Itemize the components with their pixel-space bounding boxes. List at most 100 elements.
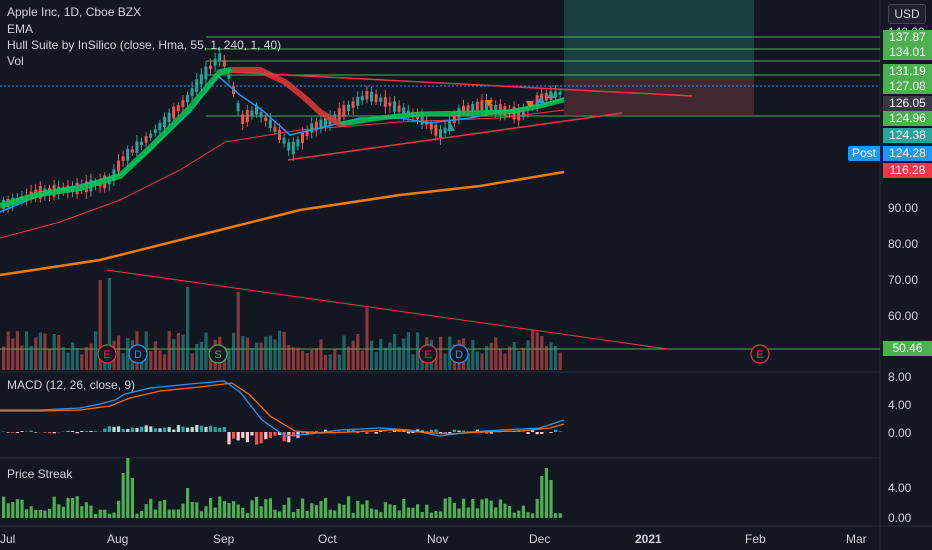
volume-bar [480,353,484,370]
price-streak-bar [149,498,153,518]
price-badge: 124.28 [883,146,932,161]
macd-histogram-bar [425,431,429,432]
price-streak-bar [20,499,24,518]
volume-bar [282,331,286,370]
macd-histogram-bar [153,428,157,432]
macd-histogram-bar [66,431,70,432]
volume-bar [195,344,199,370]
volume-bar [186,287,190,370]
macd-histogram-bar [397,430,401,432]
macd-histogram-bar [135,427,139,432]
price-streak-bar [250,500,254,518]
event-marker-label: D [455,349,463,361]
price-streak-bar [512,512,516,518]
price-streak-bar [15,499,19,518]
indicator-ema[interactable]: EMA [7,22,34,36]
macd-histogram-bar [282,432,286,442]
macd-histogram-bar [103,428,107,432]
volume-bar [126,338,130,370]
indicator-volume[interactable]: Vol [7,54,24,68]
price-streak-bar [121,473,125,518]
price-streak-bar [379,512,383,518]
macd-histogram-bar [34,432,38,433]
indicator-hull-suite[interactable]: Hull Suite by InSilico (close, Hma, 55, … [7,38,282,52]
time-axis[interactable]: Jul Aug Sep Oct Nov Dec 2021 Feb Mar [0,532,867,546]
macd-histogram-bar [301,432,305,434]
macd-axis[interactable]: 8.00 4.00 0.00 [888,370,912,440]
price-streak-bar [296,509,300,518]
volume-bar [209,350,213,370]
price-streak-bar [370,508,374,518]
volume-bar [324,354,328,370]
macd-histogram-bar [232,432,236,439]
ema-long-line [0,170,565,277]
volume-bar [273,339,277,370]
price-streak-bar [61,506,65,518]
macd-histogram-bar [535,432,539,435]
streak-title[interactable]: Price Streak [7,467,73,481]
macd-histogram-bar [227,432,231,445]
triangle-upper-trendline[interactable] [229,71,693,97]
triangle-lower-trendline[interactable] [287,112,623,161]
macd-title[interactable]: MACD (12, 26, close, 9) [7,378,136,392]
price-badge: 116.28 [883,163,932,178]
volume-bar [526,340,530,370]
volume-bar [25,331,29,370]
symbol-title[interactable]: Apple Inc, 1D, Cboe BZX [7,5,142,19]
macd-histogram-bar [406,432,410,434]
macd-histogram-bar [489,432,493,434]
horizontal-levels[interactable] [0,36,880,350]
currency-button[interactable]: USD [888,4,926,24]
price-streak-bar [204,506,208,518]
volume-bar [250,348,254,370]
long-position-loss-zone[interactable] [564,80,754,115]
time-tick-2021: 2021 [635,532,662,546]
price-streak-bar [209,497,213,518]
volume-trendline[interactable] [106,269,669,350]
macd-histogram-bar [549,432,553,433]
volume-bar [443,353,447,370]
macd-histogram-bar [531,429,535,432]
volume-bar [61,347,65,370]
price-streak-bar [383,502,387,518]
macd-histogram-bar [411,432,415,434]
event-marker-circle[interactable] [750,344,770,364]
macd-histogram-bar [245,432,249,443]
volume-bar [241,335,245,370]
price-streak-bar [245,512,249,518]
macd-histogram-bar [324,429,328,432]
volume-bar [365,308,369,370]
price-streak-bar [397,510,401,518]
price-badge: 50.46 [883,341,932,356]
event-marker-circle[interactable] [128,344,148,364]
volume-bar [535,332,539,370]
price-streak-bar [301,498,305,518]
price-badge: 124.96 [883,111,932,126]
macd-histogram-bar [452,429,456,432]
ema-short-line [0,74,565,213]
macd-histogram-bar [448,432,452,434]
macd-histogram-bar [434,429,438,432]
event-marker-circle[interactable] [449,344,469,364]
volume-bar [149,350,153,370]
price-streak-bar [508,506,512,518]
volume-bar [434,354,438,370]
time-tick-nov: Nov [427,532,448,546]
volume-bar [84,347,88,370]
event-marker-circle[interactable] [208,344,228,364]
price-streak-bar [319,500,323,518]
time-tick-dec: Dec [529,532,550,546]
volume-bar [439,336,443,370]
macd-histogram-bar [48,432,52,434]
macd-histogram-bar [130,427,134,432]
event-marker-circle[interactable] [97,344,117,364]
macd-histogram-bar [163,427,167,432]
price-streak-bar [558,513,562,518]
event-marker-circle[interactable] [418,344,438,364]
macd-histogram-bar [172,429,176,432]
volume-bar [245,337,249,370]
long-position-profit-zone[interactable] [564,0,754,80]
streak-axis[interactable]: 4.00 0.00 [888,481,912,525]
